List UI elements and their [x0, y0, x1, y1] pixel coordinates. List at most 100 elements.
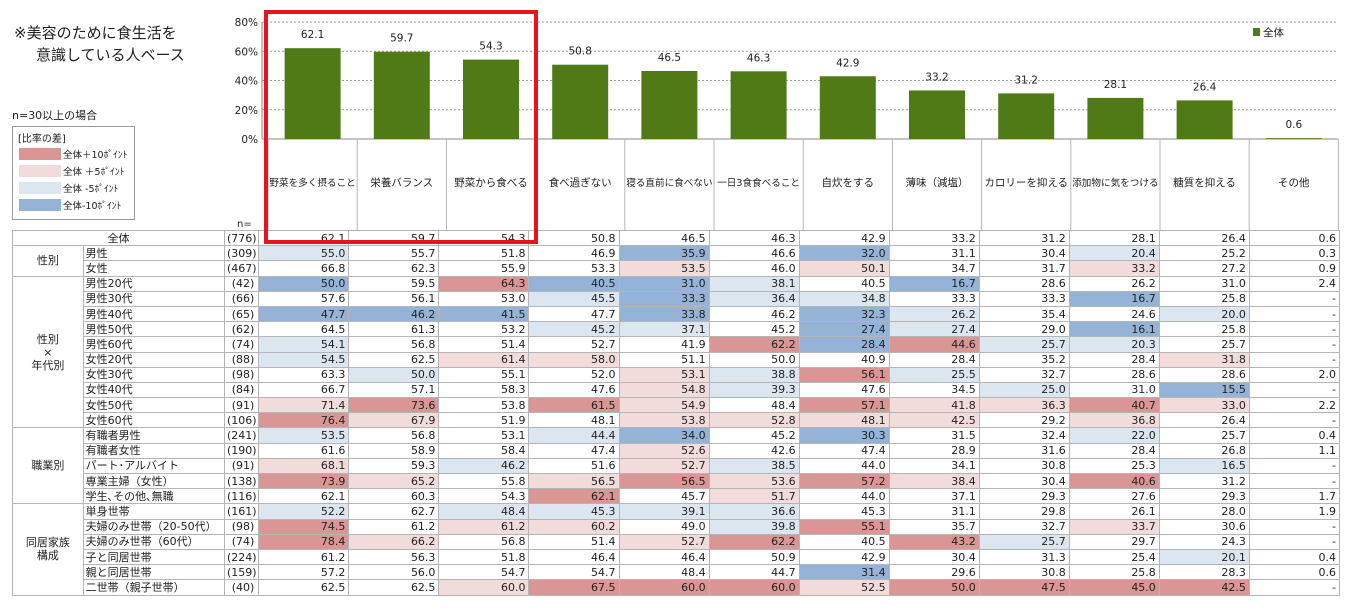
row-label: 子と同居世帯	[82, 548, 226, 566]
cell-value: 33.8	[618, 305, 710, 323]
bar	[819, 76, 876, 139]
table-row: 二世帯（親子世帯） (40) 62.5 62.5 60.0 67.5 60.0 60.0 52.…	[13, 579, 1341, 596]
cell-value: 24.6	[1068, 305, 1160, 323]
cell-value: 0.4	[1248, 427, 1341, 444]
cell-value: 56.0	[348, 564, 440, 581]
row-label: 男性50代	[82, 321, 226, 338]
cell-value: 32.4	[978, 427, 1070, 444]
cell-value: 31.0	[1158, 275, 1250, 292]
cell-value: 26.4	[1158, 229, 1250, 247]
cell-value: 40.6	[1068, 472, 1160, 490]
cell-value: 46.4	[618, 548, 710, 566]
cell-value: 62.5	[348, 351, 440, 368]
cell-value: 41.8	[888, 397, 980, 414]
bar	[909, 90, 965, 139]
cell-value: 25.7	[1158, 427, 1250, 444]
cell-value: 47.6	[798, 381, 890, 399]
cell-value: 52.7	[528, 336, 620, 353]
cell-value: 38.4	[888, 472, 980, 490]
cell-value: 34.7	[888, 260, 980, 277]
row-n: (159)	[224, 564, 260, 581]
cell-value: 56.5	[618, 472, 710, 490]
note-line-2: 意識している人ベース	[36, 46, 185, 64]
cell-value: 47.4	[528, 442, 620, 459]
row-label: 専業主婦（女性）	[82, 472, 226, 490]
cell-value: 25.5	[888, 366, 980, 383]
cell-value: 62.3	[348, 260, 440, 277]
cell-value: 36.8	[1068, 412, 1160, 429]
cell-value: 66.7	[258, 381, 350, 399]
row-label: 学生､その他､無職	[82, 488, 226, 505]
row-label: 女性	[82, 260, 226, 277]
table-row: 子と同居世帯 (224) 61.2 56.3 51.8 46.4 46.4 50.9 42.9 3…	[13, 548, 1341, 566]
bar	[730, 71, 787, 139]
cell-value: 56.3	[348, 548, 440, 566]
cell-value: 42.6	[708, 442, 800, 459]
cell-value: 45.0	[1068, 579, 1160, 596]
cell-value: 2.2	[1248, 397, 1341, 414]
cell-value: 28.3	[1158, 564, 1250, 581]
cell-value: 20.1	[1158, 548, 1250, 566]
table-row: 職業別 有職者男性 (241) 53.5 56.8 53.1 44.4 34.0 45.2 30.…	[12, 427, 1341, 505]
bar	[1265, 138, 1322, 139]
cell-value: 31.2	[978, 229, 1070, 247]
diff-legend-swatch	[19, 199, 61, 211]
cell-value: 62.2	[708, 533, 800, 550]
cell-value: 50.0	[258, 275, 350, 292]
cell-value: -	[1248, 518, 1341, 535]
cell-value: 61.5	[528, 397, 620, 414]
cell-value: 28.4	[1068, 442, 1160, 459]
cell-value: 53.6	[708, 472, 800, 490]
cell-value: 36.6	[708, 503, 800, 520]
cell-value: 60.0	[618, 579, 710, 596]
row-n: (190)	[224, 442, 260, 459]
cell-value: 40.9	[798, 351, 890, 368]
row-n: (91)	[224, 397, 260, 414]
row-label: 夫婦のみ世帯（60代）	[82, 533, 226, 550]
row-n: (241)	[224, 427, 260, 444]
cell-value: 38.8	[708, 366, 800, 383]
cell-value: 34.5	[888, 381, 980, 399]
y-tick-label: 20%	[235, 105, 258, 117]
bar-value-label: 46.3	[747, 52, 770, 64]
series-legend-label: 全体	[1263, 26, 1285, 39]
row-n: (138)	[224, 472, 260, 490]
cell-value: 45.5	[528, 290, 620, 307]
cell-value: -	[1248, 533, 1341, 550]
cell-value: 61.3	[348, 321, 440, 338]
category-label: カロリーを抑える	[984, 176, 1068, 189]
cell-value: 42.9	[798, 229, 890, 247]
cell-value: 31.2	[1158, 472, 1250, 490]
cell-value: 52.5	[798, 579, 890, 596]
cell-value: 51.4	[438, 336, 530, 353]
cell-value: 62.5	[258, 579, 350, 596]
cell-value: 32.7	[978, 518, 1070, 535]
cell-value: 52.7	[618, 457, 710, 475]
cell-value: 43.2	[888, 533, 980, 550]
cell-value: 27.2	[1158, 260, 1250, 277]
cell-value: 38.5	[708, 457, 800, 475]
cell-value: 31.6	[978, 442, 1070, 459]
cell-value: 28.6	[978, 275, 1070, 292]
cell-value: 44.4	[528, 427, 620, 444]
bar-chart: 80% 60% 40% 20% 0% 62.1 59.7 54.3 50.8 46.5 46.3 42…	[235, 17, 1339, 230]
cell-value: 44.0	[798, 488, 890, 505]
cell-value: 33.3	[978, 290, 1070, 307]
cell-value: -	[1248, 579, 1341, 596]
cell-value: 62.2	[708, 336, 800, 353]
cell-value: 57.2	[258, 564, 350, 581]
cell-value: 64.5	[258, 321, 350, 338]
n-label: n=	[237, 219, 252, 230]
cell-value: 67.9	[348, 412, 440, 429]
cell-value: 34.1	[888, 457, 980, 475]
cell-value: 25.4	[1068, 548, 1160, 566]
cell-value: 45.2	[708, 321, 800, 338]
cell-value: 59.5	[348, 275, 440, 292]
table-row: 男性40代 (65) 47.7 46.2 41.5 47.7 33.8 46.2 32.3 26.…	[13, 305, 1341, 323]
cell-value: 60.2	[528, 518, 620, 535]
cell-value: 56.1	[798, 366, 890, 383]
cell-value: 31.3	[978, 548, 1070, 566]
row-label: 女性50代	[82, 397, 226, 414]
cell-value: 31.1	[888, 503, 980, 520]
highlight-box	[264, 10, 538, 244]
